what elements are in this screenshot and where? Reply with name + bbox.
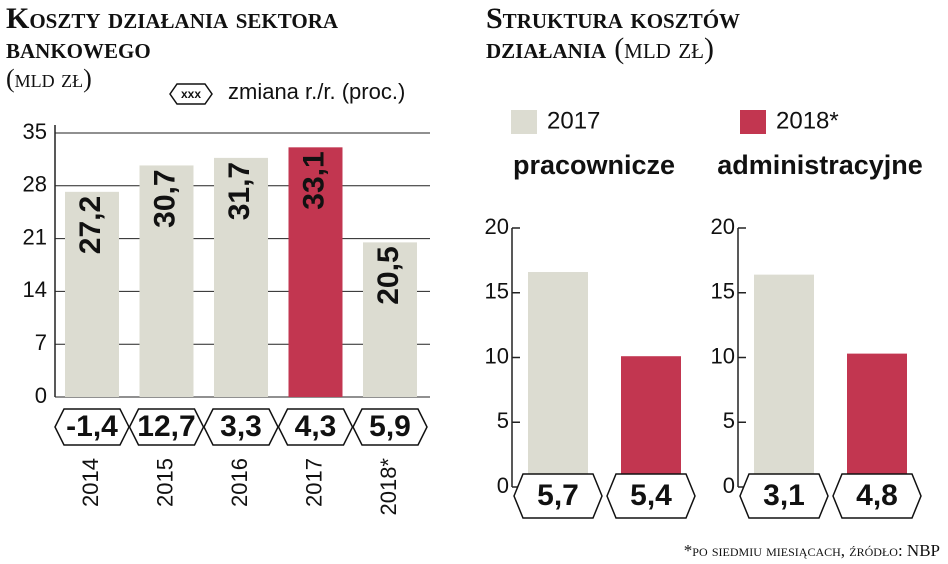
- y-tick-label: 21: [23, 224, 47, 249]
- change-label: 4,8: [856, 479, 898, 512]
- bar: [65, 191, 119, 397]
- legend-label: 2017: [547, 107, 600, 134]
- change-label: -1,4: [66, 410, 118, 443]
- y-tick-label: 15: [485, 279, 509, 304]
- legend-symbol-frame: [169, 83, 213, 105]
- change-label: 3,1: [763, 479, 805, 512]
- y-tick-label: 14: [23, 277, 47, 302]
- legend-label: 2018*: [776, 107, 839, 134]
- chart-subtitle: (mld zł): [614, 32, 714, 65]
- bar: [288, 147, 343, 397]
- change-label: 5,4: [630, 479, 672, 512]
- x-tick-label: 2014: [78, 458, 103, 507]
- legend-swatch: [511, 110, 537, 134]
- category-label: pracownicze: [513, 150, 675, 180]
- bar: [528, 272, 588, 487]
- change-frame: [352, 408, 428, 446]
- y-tick-label: 10: [485, 343, 509, 368]
- bar: [754, 274, 814, 487]
- change-frame: [606, 473, 696, 519]
- bar: [363, 242, 417, 397]
- change-label: 4,3: [295, 410, 337, 443]
- value-label: 27,2: [74, 196, 107, 254]
- bar: [139, 165, 194, 397]
- y-tick-label: 0: [723, 473, 735, 498]
- change-frame: [832, 473, 922, 519]
- y-tick-label: 0: [35, 383, 47, 408]
- bar: [847, 353, 907, 487]
- value-label: 31,7: [223, 162, 256, 220]
- value-label: 33,1: [297, 151, 330, 209]
- bar: [621, 356, 681, 487]
- chart-subtitle: (mld zł): [6, 64, 92, 93]
- y-tick-label: 10: [711, 343, 735, 368]
- y-tick-label: 20: [711, 214, 735, 239]
- y-tick-label: 20: [485, 214, 509, 239]
- y-tick-label: 15: [711, 279, 735, 304]
- footnote: *po siedmiu miesiącach, źródło: NBP: [684, 541, 940, 560]
- bar: [214, 157, 268, 397]
- y-tick-label: 5: [497, 408, 509, 433]
- legend-symbol: xxx: [181, 87, 201, 101]
- legend-swatch: [740, 110, 766, 134]
- change-frame: [513, 473, 603, 519]
- y-tick-label: 35: [23, 119, 47, 144]
- category-label: administracyjne: [717, 150, 923, 180]
- x-tick-label: 2015: [152, 458, 177, 507]
- change-label: 12,7: [137, 410, 195, 443]
- x-tick-label: 2018*: [376, 458, 401, 516]
- legend-label: zmiana r./r. (proc.): [228, 79, 405, 104]
- x-tick-label: 2016: [227, 458, 252, 507]
- x-tick-label: 2017: [301, 458, 326, 507]
- value-label: 20,5: [372, 246, 405, 304]
- change-label: 5,9: [369, 410, 411, 443]
- y-tick-label: 0: [497, 473, 509, 498]
- chart-title: Struktura kosztów działania (mld zł): [486, 2, 741, 65]
- y-tick-label: 7: [35, 330, 47, 355]
- change-label: 5,7: [537, 479, 579, 512]
- change-frame: [739, 473, 829, 519]
- change-label: 3,3: [220, 410, 262, 443]
- y-tick-label: 5: [723, 408, 735, 433]
- chart-title: Koszty działania sektora bankowego: [6, 2, 339, 65]
- value-label: 30,7: [148, 169, 181, 227]
- y-tick-label: 28: [23, 172, 47, 197]
